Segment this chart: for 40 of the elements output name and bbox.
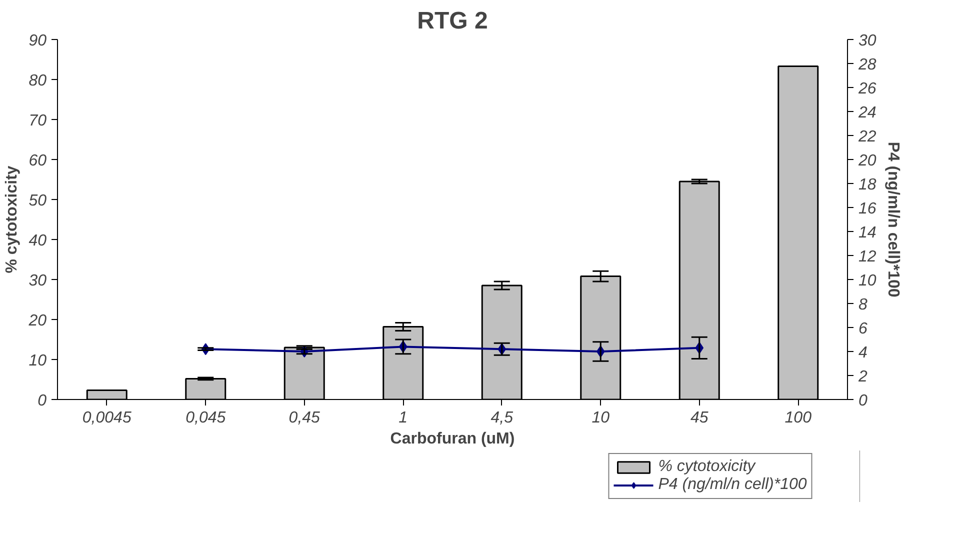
x-tick-label: 0,045: [186, 410, 226, 426]
y-tick-label: 50: [28, 192, 47, 210]
y-tick-label: 60: [28, 152, 47, 170]
x-tick-label: 0,0045: [82, 410, 132, 426]
y2-tick-label: 16: [858, 200, 876, 218]
y-tick-label: 30: [28, 272, 47, 290]
y2-tick-label: 6: [858, 320, 868, 338]
x-axis-title: Carbofuran (uM): [390, 430, 515, 448]
legend-label: % cytotoxicity: [658, 458, 756, 476]
x-tick-label: 45: [690, 410, 708, 426]
legend-label: P4 (ng/ml/n cell)*100: [658, 476, 807, 494]
y2-tick-label: 24: [858, 104, 876, 122]
y-tick-label: 80: [28, 72, 47, 90]
chart-title: RTG 2: [417, 8, 488, 34]
y-axis-title: % cytotoxicity: [4, 166, 21, 274]
y2-tick-label: 0: [858, 392, 868, 410]
y-tick-label: 10: [28, 352, 47, 370]
y-tick-label: 90: [28, 32, 47, 50]
y2-tick-label: 2: [858, 368, 868, 386]
y2-tick-label: 20: [858, 152, 876, 170]
y2-tick-label: 28: [858, 56, 876, 74]
x-tick-label: 100: [784, 410, 812, 426]
y2-tick-label: 18: [858, 176, 876, 194]
y2-tick-label: 12: [858, 248, 876, 266]
y-tick-label: 0: [38, 392, 47, 410]
y-tick-label: 70: [28, 112, 47, 130]
y2-tick-label: 10: [858, 272, 876, 290]
y2-tick-label: 4: [858, 344, 868, 362]
y-tick-label: 40: [28, 232, 47, 250]
y2-axis-title: P4 (ng/ml/n cell)*100: [884, 142, 902, 298]
y2-tick-label: 14: [858, 224, 876, 242]
y2-tick-label: 8: [858, 296, 868, 314]
y2-tick-label: 30: [858, 32, 876, 50]
x-tick-label: 10: [592, 410, 610, 426]
y2-tick-label: 22: [858, 128, 876, 146]
x-tick-label: 1: [398, 410, 408, 426]
x-tick-label: 0,45: [288, 410, 320, 426]
x-tick-label: 4,5: [490, 410, 514, 426]
y2-tick-label: 26: [858, 80, 876, 98]
y-tick-label: 20: [28, 312, 47, 330]
